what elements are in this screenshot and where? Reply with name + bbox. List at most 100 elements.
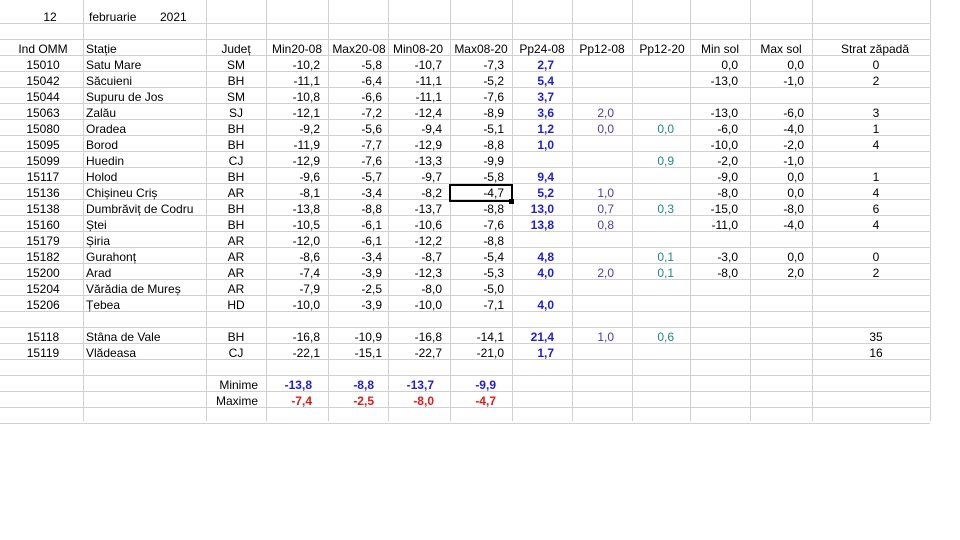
min0820-cell[interactable]: -12,2 bbox=[414, 234, 442, 248]
min0820-cell[interactable]: -10,7 bbox=[414, 58, 442, 72]
max0820-cell[interactable]: -8,8 bbox=[483, 202, 504, 216]
header-min2008[interactable]: Min20-08 bbox=[271, 42, 323, 56]
minime-max0820[interactable]: -9,9 bbox=[475, 378, 496, 392]
station-cell[interactable]: Vărădia de Mureș bbox=[86, 282, 181, 296]
ind-omm-cell[interactable]: 15182 bbox=[26, 250, 60, 264]
min0820-cell[interactable]: -12,4 bbox=[414, 106, 442, 120]
header-pp12a[interactable]: Pp12-08 bbox=[579, 42, 625, 56]
min0820-cell[interactable]: -8,0 bbox=[421, 282, 442, 296]
pp12a-cell[interactable] bbox=[572, 281, 618, 297]
minsol-cell[interactable] bbox=[690, 281, 742, 297]
county-cell[interactable]: HD bbox=[227, 298, 245, 312]
pp12a-cell[interactable] bbox=[572, 57, 618, 73]
pp24-cell[interactable]: 5,4 bbox=[537, 74, 554, 88]
max0820-cell[interactable]: -5,3 bbox=[483, 266, 504, 280]
minsol-cell[interactable]: -15,0 bbox=[710, 202, 738, 216]
pp24-cell[interactable]: 13,8 bbox=[530, 218, 554, 232]
min0820-cell[interactable]: -11,1 bbox=[415, 74, 442, 88]
minsol-cell[interactable]: -8,0 bbox=[717, 186, 738, 200]
snow-cell[interactable] bbox=[830, 281, 922, 297]
station-cell[interactable]: Huedin bbox=[86, 154, 125, 168]
ind-omm-cell[interactable]: 15206 bbox=[26, 298, 60, 312]
ind-omm-cell[interactable]: 15119 bbox=[26, 346, 60, 360]
snow-cell[interactable]: 1 bbox=[872, 122, 880, 136]
min2008-cell[interactable]: -11,9 bbox=[293, 138, 320, 152]
snow-cell[interactable]: 0 bbox=[872, 250, 880, 264]
maxsol-cell[interactable] bbox=[750, 297, 808, 313]
pp12b-cell[interactable] bbox=[632, 137, 678, 153]
min2008-cell[interactable]: -12,1 bbox=[292, 106, 320, 120]
max2008-cell[interactable]: -5,7 bbox=[361, 170, 382, 184]
min0820-cell[interactable]: -12,9 bbox=[414, 138, 442, 152]
header-max2008[interactable]: Max20-08 bbox=[332, 42, 386, 56]
pp24-cell[interactable]: 3,6 bbox=[537, 106, 554, 120]
min0820-cell[interactable]: -10,0 bbox=[414, 298, 442, 312]
header-snow[interactable]: Strat zăpadă bbox=[840, 42, 910, 56]
county-cell[interactable]: AR bbox=[227, 234, 245, 248]
max2008-cell[interactable]: -5,6 bbox=[361, 122, 382, 136]
ind-omm-cell[interactable]: 15204 bbox=[26, 282, 60, 296]
max2008-cell[interactable]: -3,9 bbox=[361, 298, 382, 312]
pp12a-cell[interactable]: 0,0 bbox=[597, 122, 614, 136]
max0820-cell[interactable]: -7,1 bbox=[483, 298, 504, 312]
max0820-cell[interactable]: -7,6 bbox=[483, 218, 504, 232]
max0820-cell[interactable]: -8,9 bbox=[483, 106, 504, 120]
pp24-cell[interactable]: 13,0 bbox=[530, 202, 554, 216]
min2008-cell[interactable]: -12,0 bbox=[292, 234, 320, 248]
minsol-cell[interactable] bbox=[690, 329, 742, 345]
max0820-cell[interactable]: -5,0 bbox=[483, 282, 504, 296]
minsol-cell[interactable]: -3,0 bbox=[717, 250, 738, 264]
ind-omm-cell[interactable]: 15160 bbox=[26, 218, 60, 232]
max0820-cell[interactable]: -9,9 bbox=[483, 154, 504, 168]
min0820-cell[interactable]: -9,4 bbox=[421, 122, 442, 136]
pp12a-cell[interactable] bbox=[572, 345, 618, 361]
county-cell[interactable]: BH bbox=[227, 122, 245, 136]
header-ind-omm[interactable]: Ind OMM bbox=[18, 42, 68, 56]
min2008-cell[interactable]: -7,9 bbox=[299, 282, 320, 296]
ind-omm-cell[interactable]: 15095 bbox=[26, 138, 60, 152]
max2008-cell[interactable]: -8,8 bbox=[361, 202, 382, 216]
max2008-cell[interactable]: -6,1 bbox=[361, 218, 382, 232]
snow-cell[interactable]: 3 bbox=[872, 106, 880, 120]
station-cell[interactable]: Vlădeasa bbox=[86, 346, 137, 360]
minime-min2008[interactable]: -13,8 bbox=[284, 378, 312, 392]
county-cell[interactable]: AR bbox=[227, 266, 245, 280]
min0820-cell[interactable]: -11,1 bbox=[415, 90, 442, 104]
pp12a-cell[interactable]: 1,0 bbox=[597, 330, 614, 344]
max2008-cell[interactable]: -7,7 bbox=[361, 138, 382, 152]
pp12a-cell[interactable] bbox=[572, 89, 618, 105]
maxsol-cell[interactable]: 0,0 bbox=[787, 250, 804, 264]
snow-cell[interactable]: 35 bbox=[869, 330, 883, 344]
maxsol-cell[interactable]: -4,0 bbox=[783, 122, 804, 136]
max2008-cell[interactable]: -5,8 bbox=[361, 58, 382, 72]
min0820-cell[interactable]: -16,8 bbox=[414, 330, 442, 344]
pp12b-cell[interactable] bbox=[632, 57, 678, 73]
ind-omm-cell[interactable]: 15099 bbox=[26, 154, 60, 168]
max2008-cell[interactable]: -7,6 bbox=[361, 154, 382, 168]
pp12b-cell[interactable] bbox=[632, 169, 678, 185]
county-cell[interactable]: BH bbox=[227, 202, 245, 216]
ind-omm-cell[interactable]: 15200 bbox=[26, 266, 60, 280]
maxsol-cell[interactable] bbox=[750, 345, 808, 361]
ind-omm-cell[interactable]: 15117 bbox=[26, 170, 60, 184]
county-cell[interactable]: SJ bbox=[228, 106, 243, 120]
pp24-cell[interactable]: 4,0 bbox=[537, 298, 554, 312]
ind-omm-cell[interactable]: 15063 bbox=[26, 106, 60, 120]
header-county[interactable]: Județ bbox=[221, 42, 251, 56]
ind-omm-cell[interactable]: 15080 bbox=[26, 122, 60, 136]
pp24-cell[interactable]: 1,2 bbox=[537, 122, 554, 136]
snow-cell[interactable] bbox=[830, 233, 922, 249]
station-cell[interactable]: Arad bbox=[86, 266, 112, 280]
maxsol-cell[interactable]: 0,0 bbox=[787, 58, 804, 72]
maxsol-cell[interactable]: -4,0 bbox=[783, 218, 804, 232]
fill-handle[interactable] bbox=[509, 199, 514, 204]
station-cell[interactable]: Ștei bbox=[86, 218, 107, 232]
minsol-cell[interactable]: -8,0 bbox=[717, 266, 738, 280]
maxsol-cell[interactable]: 0,0 bbox=[787, 186, 804, 200]
pp12b-cell[interactable]: 0,1 bbox=[657, 250, 674, 264]
county-cell[interactable]: BH bbox=[227, 218, 245, 232]
max2008-cell[interactable]: -3,9 bbox=[361, 266, 382, 280]
max2008-cell[interactable]: -6,6 bbox=[361, 90, 382, 104]
pp12b-cell[interactable]: 0,9 bbox=[657, 154, 674, 168]
header-station[interactable]: Stație bbox=[86, 42, 117, 56]
